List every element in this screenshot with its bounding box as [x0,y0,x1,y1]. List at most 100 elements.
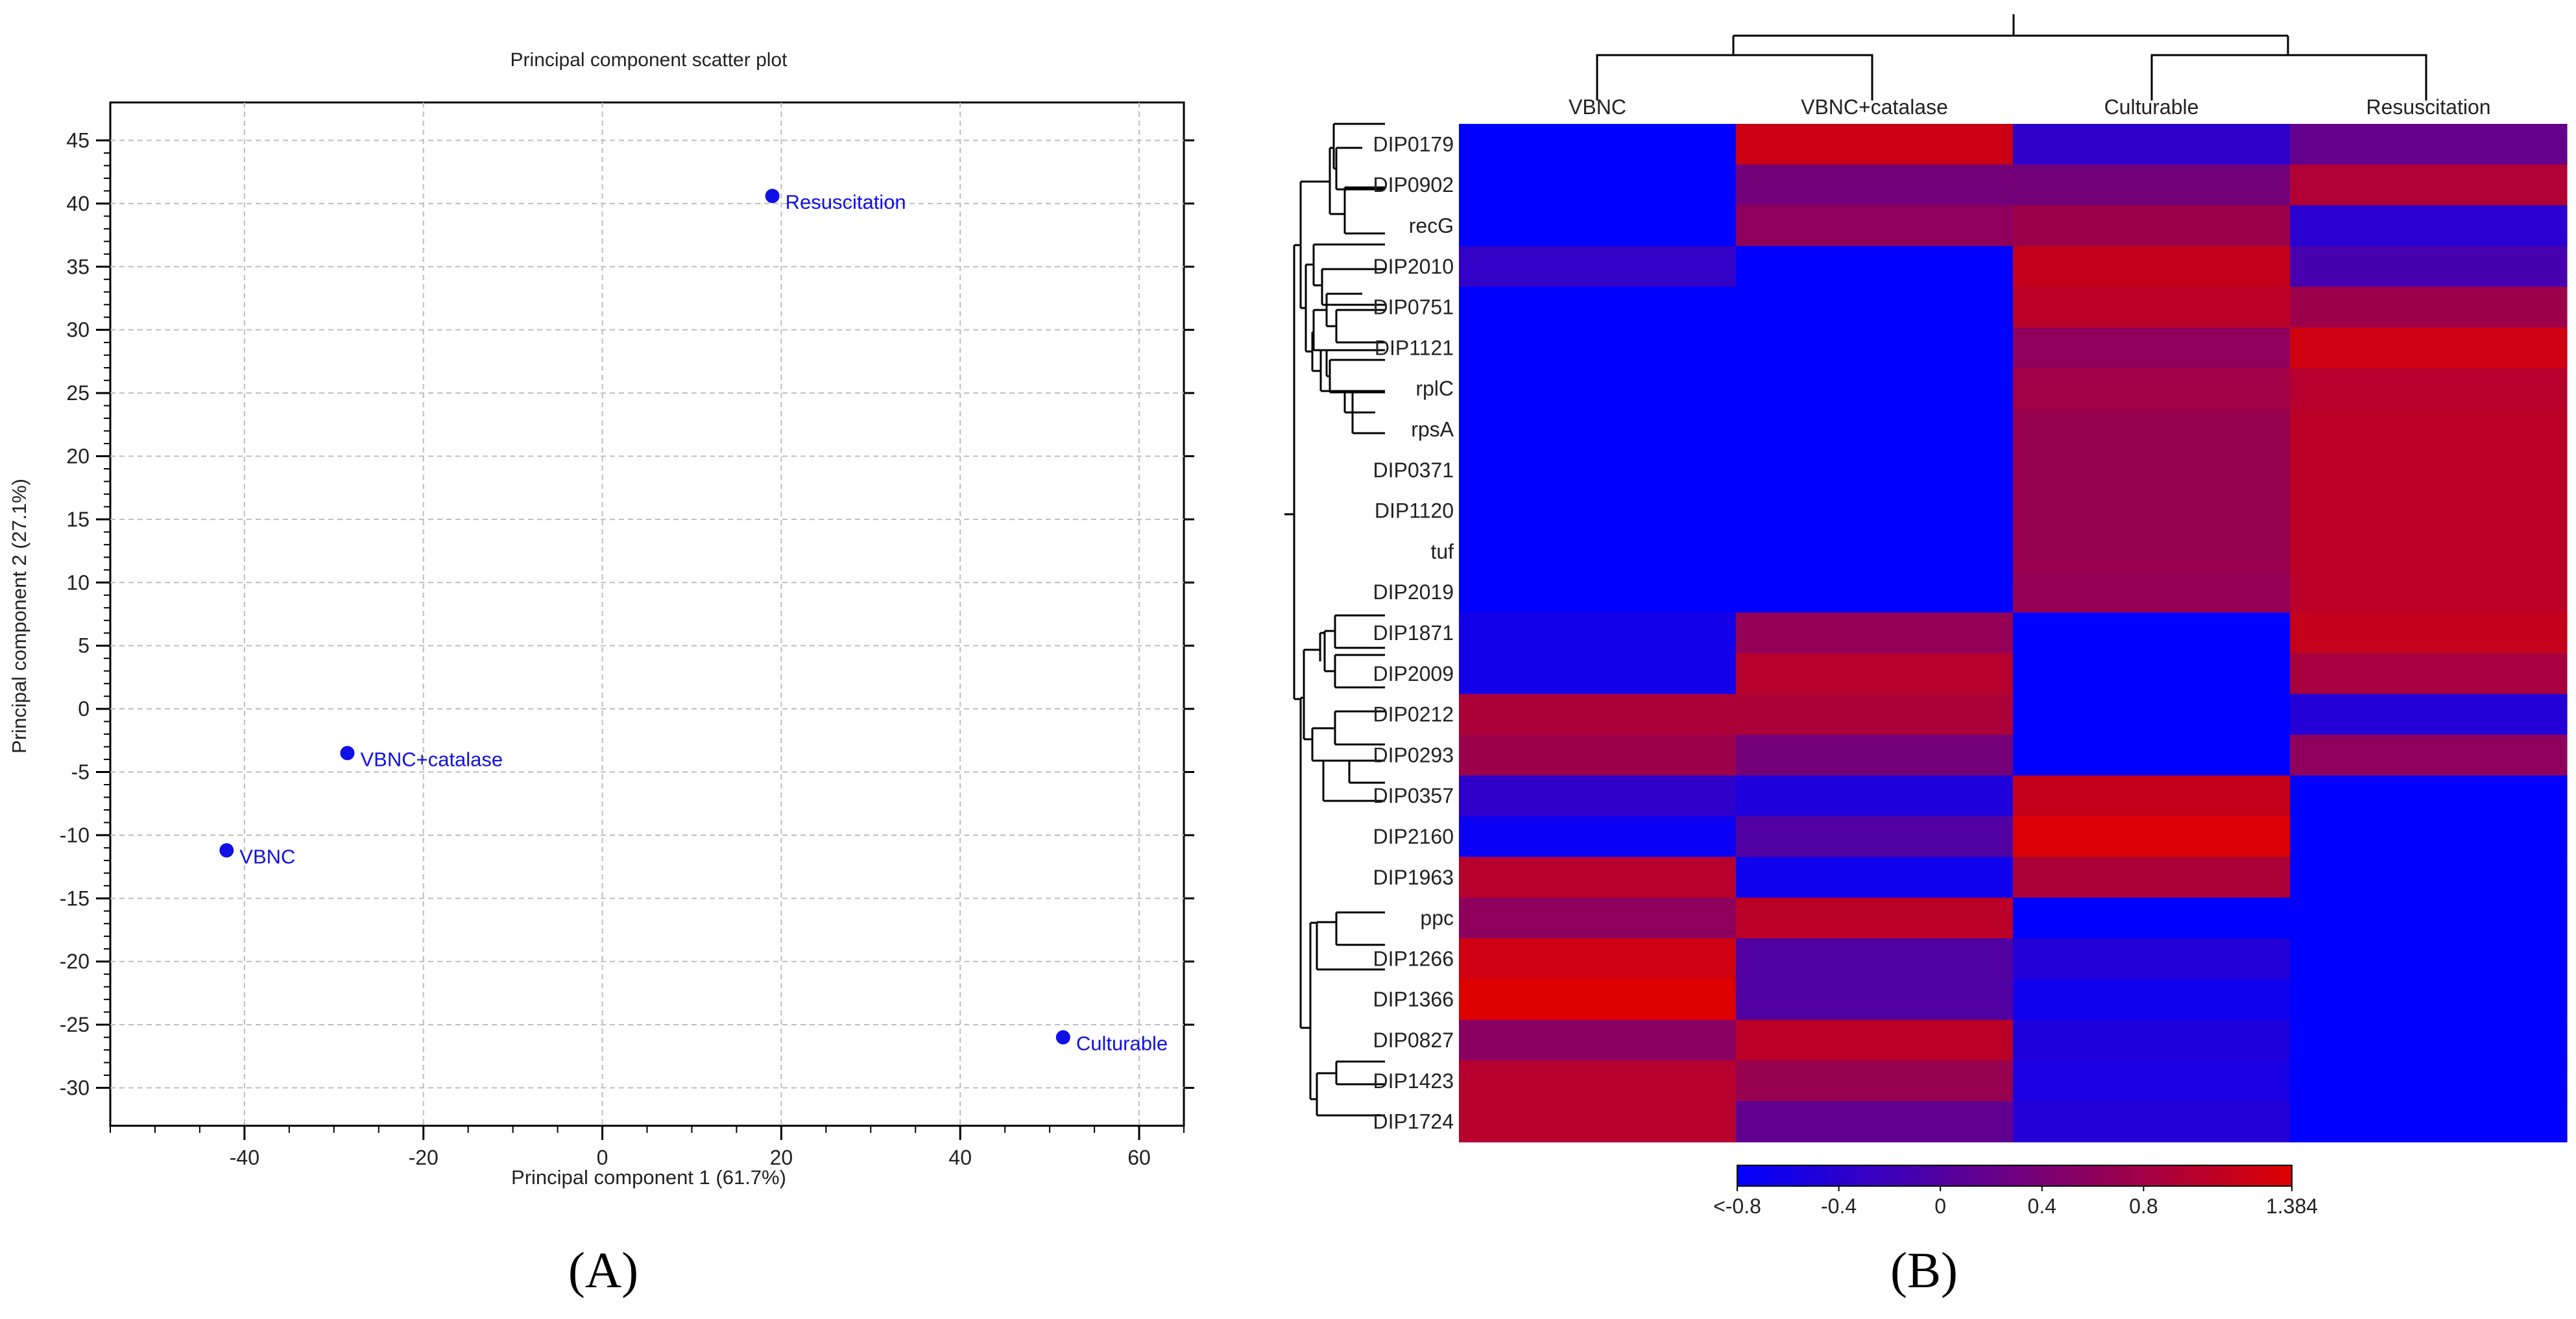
heatmap-cell [1459,653,1737,695]
heatmap-cell [1736,205,2014,246]
colorbar-segment [1885,1165,1895,1186]
pca-y-axis-label: Principal component 2 (27.1%) [8,479,30,754]
heatmap-cell [1736,124,2014,165]
pca-plot-frame [109,101,1185,1127]
pca-x-axis-label: Principal component 1 (61.7%) [511,1166,786,1189]
heatmap-row-label: tuf [1430,540,1454,563]
pca-y-tick-label: 20 [66,444,90,468]
colorbar-segment [2125,1165,2136,1186]
heatmap-cell [2290,205,2568,246]
colorbar-segment [2033,1165,2043,1186]
pca-y-tick-label: -15 [60,886,90,910]
colorbar-segment [1894,1165,1905,1186]
pca-chart-title: Principal component scatter plot [511,49,788,71]
pca-point [340,746,355,761]
heatmap-column-label: Culturable [2104,95,2199,119]
heatmap-cell [1736,857,2014,898]
heatmap-cell [1459,409,1737,450]
heatmap-cell [1459,857,1737,898]
heatmap-column-label: VBNC+catalase [1801,95,1948,119]
colorbar-segment [1968,1165,1979,1186]
heatmap-colorbar [1737,1165,2293,1187]
colorbar-segment [2264,1165,2274,1186]
heatmap-row-label: DIP0357 [1373,784,1454,807]
heatmap-row-label: DIP0827 [1373,1028,1454,1052]
colorbar-segment [1922,1165,1932,1186]
colorbar-segment [1746,1165,1757,1186]
colorbar-segment [2227,1165,2237,1186]
colorbar-frame [1737,1165,2293,1187]
colorbar-segment [1783,1165,1794,1186]
colorbar-segment [1931,1165,1942,1186]
heatmap-cell [1459,897,1737,939]
heatmap-cell [1459,205,1737,246]
colorbar-tick-label: 1.384 [2266,1194,2318,1218]
pca-y-tick-label: -30 [60,1076,90,1100]
heatmap-row-label: DIP1121 [1375,336,1454,359]
row-dendrogram-upper-cluster [1294,123,1385,434]
pca-y-tick-label: 10 [66,571,90,594]
heatmap-cell [2290,1019,2568,1061]
colorbar-segment [2079,1165,2089,1186]
heatmap-row-label: DIP1871 [1373,621,1454,645]
heatmap-cell [2290,1060,2568,1102]
colorbar-tick-labels: <-0.8 -0.4 0 0.4 0.8 1.384 [1713,1186,2318,1218]
heatmap-cell [1736,612,2014,654]
heatmap-cell [2013,612,2291,654]
colorbar-segment [1774,1165,1784,1186]
heatmap-cell [1459,531,1737,573]
colorbar-segment [2282,1165,2293,1186]
heatmap-row-label: DIP0293 [1373,743,1454,766]
pca-point-label: Resuscitation [786,191,906,213]
heatmap-row-label: DIP0751 [1373,296,1454,319]
pca-y-tick-label: 5 [78,634,90,658]
heatmap-cell [2013,897,2291,939]
heatmap-cell [2290,735,2568,776]
heatmap-row-label: recG [1409,214,1454,237]
heatmap-cell [1459,327,1737,369]
colorbar-segment [1986,1165,1997,1186]
pca-x-tick-label: 40 [948,1146,972,1169]
colorbar-segment [2255,1165,2265,1186]
heatmap-cell [1459,775,1737,817]
heatmap-cell [1459,1060,1737,1102]
heatmap-cell [1459,571,1737,613]
heatmap-column-labels: VBNC VBNC+catalase Culturable Resuscitation [1569,95,2491,119]
heatmap-cell [2290,409,2568,450]
colorbar-segment [1977,1165,1988,1186]
pca-x-tick-label: 60 [1127,1146,1151,1169]
colorbar-segment [1903,1165,1914,1186]
gene-expression-heatmap: VBNC VBNC+catalase Culturable Resuscitation… [1284,14,2568,1298]
heatmap-cell [1459,938,1737,980]
heatmap-cell [2013,409,2291,450]
pca-point-label: VBNC [239,845,295,868]
heatmap-cell [1459,612,1737,654]
pca-y-tick-label: 15 [66,508,90,531]
colorbar-tick-label: <-0.8 [1713,1194,1761,1218]
pca-gridlines [110,102,1184,1126]
heatmap-cell [2290,1101,2568,1143]
pca-x-tick-label: 0 [597,1146,608,1169]
colorbar-segment [2171,1165,2182,1186]
heatmap-cell [1736,1060,2014,1102]
heatmap-cell [2290,857,2568,898]
heatmap-cell [2290,694,2568,735]
panel-b-label: (B) [1890,1242,1958,1298]
pca-point [1055,1030,1070,1045]
heatmap-cell [2290,368,2568,410]
pca-point-label: Culturable [1076,1032,1168,1055]
heatmap-cell [2013,1019,2291,1061]
heatmap-cell [1459,1019,1737,1061]
heatmap-cell [1459,449,1737,491]
heatmap-cell [1459,979,1737,1021]
pca-y-tick-label: -5 [71,761,90,784]
heatmap-row-label: DIP2160 [1373,825,1454,848]
pca-scatter-plot: Principal component scatter plot -40 -20 0… [8,49,1194,1298]
pca-y-tick-label: 45 [66,128,90,152]
heatmap-cell [1736,246,2014,287]
heatmap-cell [1736,1019,2014,1061]
heatmap-row-label: rplC [1415,377,1454,400]
pca-y-tick-label: -25 [60,1013,90,1036]
heatmap-cell [2013,857,2291,898]
